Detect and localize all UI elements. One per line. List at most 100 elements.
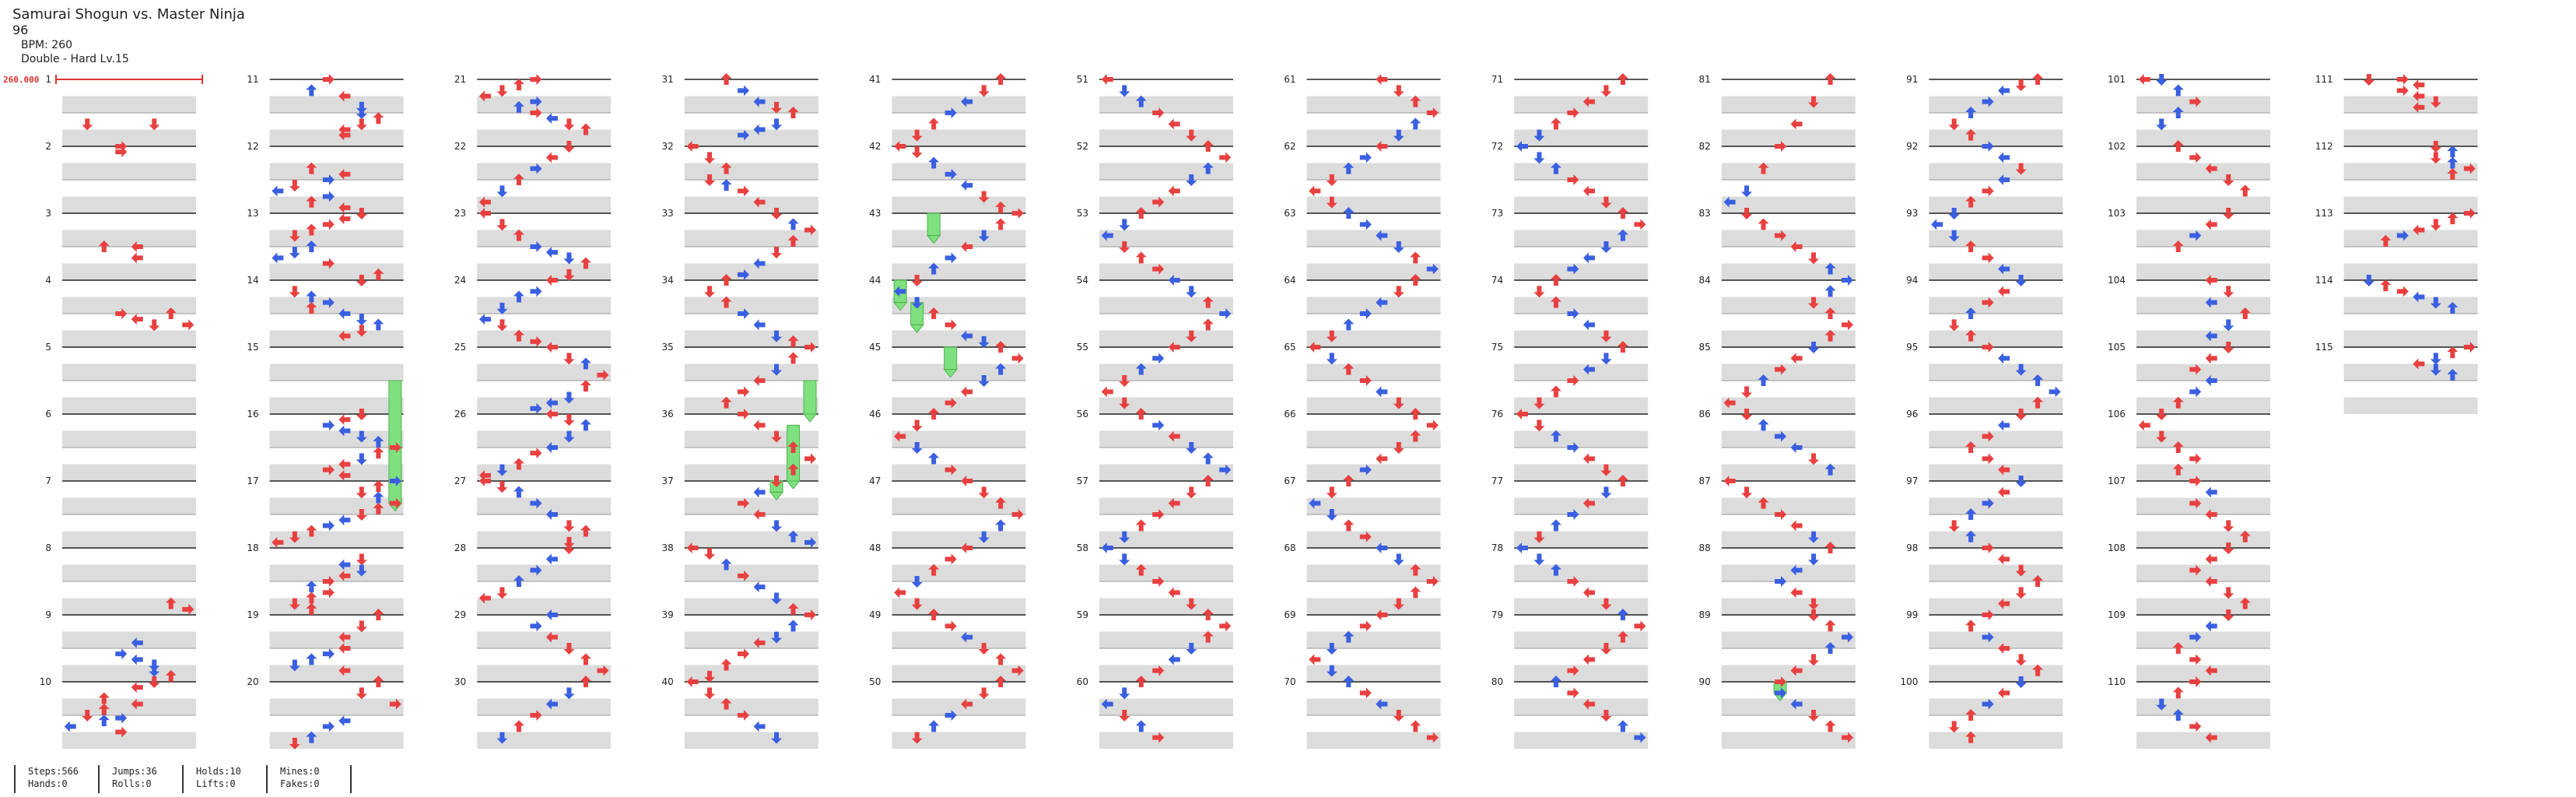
arrow-note bbox=[1842, 631, 1854, 643]
arrow-note bbox=[1393, 553, 1404, 566]
measure-number: 109 bbox=[2108, 609, 2126, 620]
measure-band bbox=[62, 430, 196, 448]
measure-band bbox=[892, 732, 1026, 749]
measure-number: 107 bbox=[2108, 476, 2126, 486]
arrow-note bbox=[1376, 74, 1388, 85]
arrow-note bbox=[1617, 720, 1628, 732]
arrow-note bbox=[338, 631, 351, 643]
arrow-note bbox=[2430, 219, 2441, 231]
arrow-note bbox=[945, 464, 957, 476]
arrow-note bbox=[182, 603, 195, 615]
measure-band bbox=[1721, 129, 1856, 146]
measure-band bbox=[1721, 297, 1856, 314]
arrow-note bbox=[771, 118, 783, 131]
measure-number: 24 bbox=[454, 275, 466, 286]
arrow-note bbox=[804, 453, 817, 465]
measure-band bbox=[1929, 330, 2063, 347]
arrow-note bbox=[115, 712, 128, 724]
arrow-note bbox=[1600, 196, 1612, 209]
difficulty-label: Double - Hard Lv.15 bbox=[21, 53, 129, 65]
arrow-note bbox=[2239, 597, 2251, 609]
arrow-note bbox=[1101, 542, 1113, 553]
arrow-note bbox=[1186, 442, 1197, 454]
arrow-note bbox=[2463, 342, 2476, 353]
arrow-note bbox=[2223, 342, 2234, 353]
arrow-note bbox=[1343, 676, 1355, 687]
arrow-note bbox=[513, 575, 524, 587]
arrow-note bbox=[513, 329, 524, 342]
stat-jumps: Jumps:36 bbox=[112, 766, 157, 777]
arrow-note bbox=[530, 286, 542, 297]
arrow-note bbox=[1948, 118, 1960, 131]
arrow-note bbox=[2205, 576, 2217, 587]
arrow-note bbox=[496, 185, 508, 198]
measure-band bbox=[1721, 430, 1856, 448]
measure-number: 18 bbox=[247, 542, 258, 553]
measure-band bbox=[1929, 263, 2063, 280]
measure-band bbox=[477, 732, 612, 749]
measure-number: 84 bbox=[1699, 275, 1711, 286]
arrow-note bbox=[1808, 710, 1820, 722]
arrow-note bbox=[2413, 79, 2425, 91]
arrow-note bbox=[530, 710, 542, 721]
measure-number: 91 bbox=[1906, 74, 1918, 85]
arrow-note bbox=[1567, 107, 1579, 118]
measure-band bbox=[1099, 129, 1233, 146]
arrow-note bbox=[1202, 475, 1214, 486]
measure-band bbox=[892, 96, 1026, 113]
measure-number: 59 bbox=[1077, 609, 1088, 620]
measure-band bbox=[892, 631, 1026, 648]
arrow-note bbox=[911, 146, 923, 159]
arrow-note bbox=[2447, 146, 2459, 158]
arrow-note bbox=[1410, 274, 1421, 286]
arrow-note bbox=[1617, 475, 1628, 486]
arrow-note bbox=[1634, 620, 1646, 632]
arrow-note bbox=[1965, 128, 1977, 141]
arrow-note bbox=[1998, 353, 2010, 364]
measure-number: 9 bbox=[45, 609, 51, 620]
arrow-note bbox=[738, 497, 750, 509]
arrow-note bbox=[928, 156, 940, 169]
arrow-note bbox=[1617, 207, 1628, 219]
arrow-note bbox=[545, 397, 558, 409]
arrow-note bbox=[753, 509, 766, 520]
song-number: 96 bbox=[12, 23, 29, 37]
arrow-note bbox=[1617, 73, 1628, 85]
arrow-note bbox=[2156, 74, 2168, 86]
arrow-note bbox=[289, 531, 300, 543]
arrow-note bbox=[580, 525, 591, 537]
arrow-note bbox=[1824, 73, 1836, 85]
arrow-note bbox=[338, 213, 351, 225]
arrow-note bbox=[1741, 185, 1753, 198]
arrow-note bbox=[771, 732, 783, 744]
arrow-note bbox=[272, 185, 284, 197]
arrow-note bbox=[115, 308, 128, 319]
arrow-note bbox=[1824, 720, 1836, 732]
arrow-note bbox=[2463, 163, 2476, 174]
measure-band bbox=[1721, 464, 1856, 481]
measure-number: 111 bbox=[2315, 74, 2333, 85]
measure-band bbox=[1514, 531, 1649, 548]
arrow-note bbox=[1219, 308, 1232, 319]
measure-number: 113 bbox=[2315, 208, 2333, 219]
measure-band bbox=[269, 129, 404, 146]
arrow-note bbox=[771, 330, 783, 342]
stat-divider bbox=[350, 765, 352, 793]
arrow-note bbox=[1775, 576, 1787, 587]
arrow-note bbox=[1101, 698, 1113, 710]
arrow-note bbox=[1359, 464, 1372, 476]
arrow-note bbox=[1343, 207, 1355, 219]
measure-number: 46 bbox=[869, 409, 881, 420]
arrow-note bbox=[1790, 520, 1803, 532]
arrow-note bbox=[1965, 441, 1977, 453]
arrow-note bbox=[1359, 152, 1372, 163]
arrow-note bbox=[1533, 531, 1545, 543]
arrow-note bbox=[738, 648, 750, 660]
arrow-note bbox=[338, 514, 351, 526]
measure-band bbox=[1929, 631, 2063, 648]
measure-number: 81 bbox=[1699, 74, 1711, 85]
arrow-note bbox=[165, 597, 177, 609]
measure-number: 77 bbox=[1491, 476, 1503, 486]
arrow-note bbox=[2189, 230, 2202, 241]
arrow-note bbox=[306, 731, 317, 743]
